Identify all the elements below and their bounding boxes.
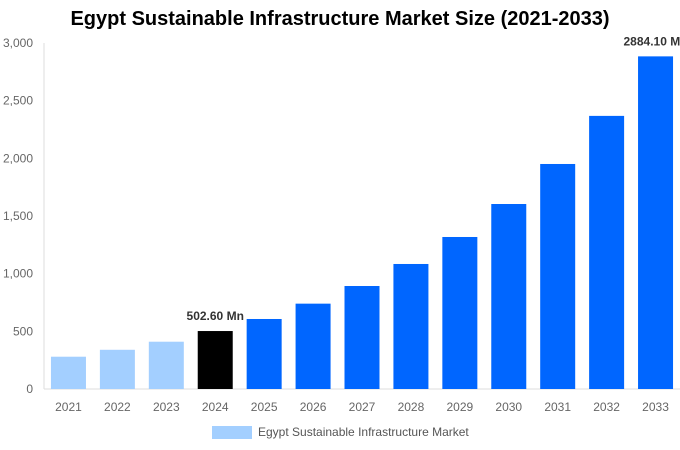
y-tick-label: 500 bbox=[13, 324, 33, 338]
y-tick-label: 0 bbox=[26, 382, 33, 396]
x-tick-label: 2032 bbox=[593, 400, 620, 414]
x-tick-label: 2033 bbox=[642, 400, 669, 414]
bar-2023 bbox=[148, 341, 184, 389]
bar-2021 bbox=[50, 356, 86, 389]
x-tick-label: 2026 bbox=[300, 400, 327, 414]
x-tick-label: 2024 bbox=[202, 400, 229, 414]
legend-swatch bbox=[212, 425, 252, 439]
x-tick-label: 2028 bbox=[398, 400, 425, 414]
y-tick-label: 3,000 bbox=[3, 36, 33, 50]
bar-2029 bbox=[442, 236, 478, 389]
legend-label: Egypt Sustainable Infrastructure Market bbox=[258, 425, 469, 439]
data-label: 2884.10 Mn bbox=[624, 34, 680, 48]
y-tick-label: 1,000 bbox=[3, 267, 33, 281]
y-tick-label: 1,500 bbox=[3, 209, 33, 223]
y-tick-label: 2,500 bbox=[3, 94, 33, 108]
bar-2028 bbox=[393, 263, 429, 389]
bar-2025 bbox=[246, 318, 282, 389]
x-tick-label: 2023 bbox=[153, 400, 180, 414]
bar-2030 bbox=[491, 204, 527, 389]
bar-2032 bbox=[589, 115, 625, 390]
x-tick-label: 2027 bbox=[349, 400, 376, 414]
x-tick-label: 2031 bbox=[544, 400, 571, 414]
x-tick-label: 2030 bbox=[495, 400, 522, 414]
chart-title: Egypt Sustainable Infrastructure Market … bbox=[70, 8, 610, 30]
x-tick-label: 2021 bbox=[55, 400, 82, 414]
x-tick-label: 2022 bbox=[104, 400, 131, 414]
bar-2022 bbox=[99, 349, 135, 389]
y-tick-label: 2,000 bbox=[3, 151, 33, 165]
bar-2031 bbox=[540, 163, 576, 389]
x-tick-label: 2029 bbox=[446, 400, 473, 414]
legend[interactable]: Egypt Sustainable Infrastructure Market bbox=[212, 425, 469, 439]
bar-2024 bbox=[197, 331, 233, 389]
data-label: 502.60 Mn bbox=[187, 309, 244, 323]
bar-2027 bbox=[344, 286, 380, 389]
bar-2033 bbox=[638, 56, 674, 390]
bar-2026 bbox=[295, 303, 331, 389]
x-tick-label: 2025 bbox=[251, 400, 278, 414]
